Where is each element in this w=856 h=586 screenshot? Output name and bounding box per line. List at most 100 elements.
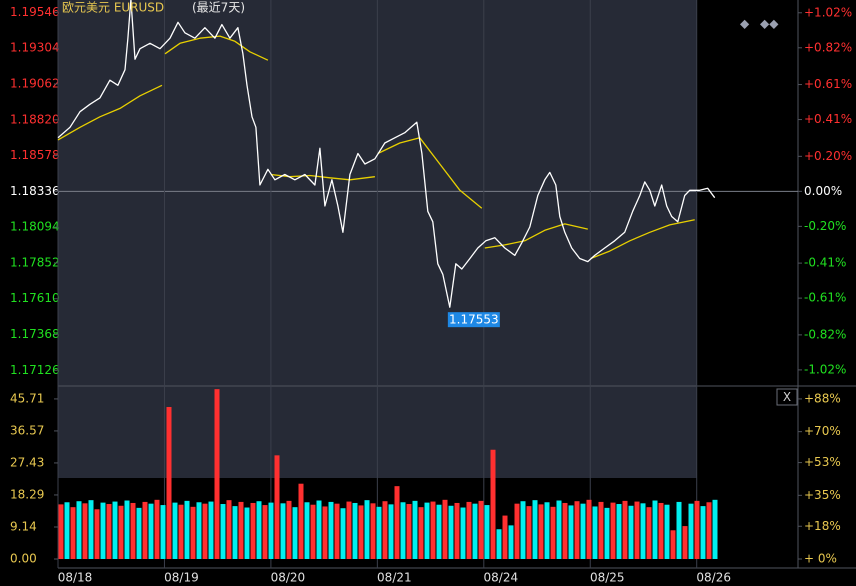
volume-bar bbox=[148, 503, 154, 559]
volume-bar bbox=[538, 504, 544, 559]
y2-tick-label: +0.41% bbox=[804, 112, 852, 126]
y-tick-label: 1.17610 bbox=[10, 291, 60, 305]
marker-icon: ◆ bbox=[740, 17, 750, 31]
volume-bar bbox=[232, 506, 238, 559]
volume-bar bbox=[226, 500, 232, 559]
volume-bar bbox=[628, 505, 634, 559]
volume-bar bbox=[508, 525, 514, 559]
volume-bar bbox=[196, 502, 202, 559]
volume-bar bbox=[124, 500, 130, 559]
volume-bar bbox=[346, 501, 352, 559]
volume-bar bbox=[274, 455, 280, 559]
x-tick-label: 08/24 bbox=[484, 571, 519, 585]
y-tick-label: 1.17368 bbox=[10, 327, 60, 341]
volume-bar bbox=[160, 505, 166, 559]
volume-bar bbox=[244, 507, 250, 559]
volume-bar bbox=[676, 501, 682, 559]
close-icon[interactable]: X bbox=[783, 390, 791, 404]
y-tick-label: 1.18820 bbox=[10, 112, 60, 126]
volume-bar bbox=[94, 509, 100, 559]
y-tick-label: 36.57 bbox=[10, 423, 44, 437]
x-tick-label: 08/18 bbox=[58, 571, 93, 585]
volume-bar bbox=[358, 505, 364, 559]
y-tick-label: 1.19546 bbox=[10, 5, 60, 19]
y2-tick-label: -0.61% bbox=[804, 291, 846, 305]
volume-bar bbox=[436, 504, 442, 559]
volume-bar bbox=[370, 503, 376, 559]
y-tick-label: 27.43 bbox=[10, 455, 44, 469]
y-tick-label: 1.17126 bbox=[10, 363, 60, 377]
volume-bar bbox=[184, 500, 190, 559]
volume-bar bbox=[472, 503, 478, 559]
volume-bar bbox=[550, 506, 556, 559]
y-tick-label: 9.14 bbox=[10, 519, 37, 533]
y2-tick-label: +35% bbox=[804, 488, 841, 502]
volume-bar bbox=[712, 499, 718, 559]
volume-bar bbox=[352, 502, 358, 559]
y2-tick-label: +88% bbox=[804, 391, 841, 405]
x-tick-label: 08/26 bbox=[696, 571, 731, 585]
y-tick-label: 45.71 bbox=[10, 391, 44, 405]
volume-bar bbox=[400, 502, 406, 559]
volume-bar bbox=[634, 501, 640, 559]
volume-bar bbox=[142, 501, 148, 559]
close-button[interactable] bbox=[776, 388, 798, 406]
y2-tick-label: +53% bbox=[804, 455, 841, 469]
volume-bar bbox=[682, 526, 688, 559]
volume-bar bbox=[262, 505, 268, 559]
x-tick-label: 08/20 bbox=[271, 571, 306, 585]
y2-tick-label: -0.82% bbox=[804, 327, 846, 341]
volume-bar bbox=[256, 501, 262, 559]
volume-bar bbox=[238, 501, 244, 559]
volume-bar bbox=[700, 506, 706, 559]
volume-bar bbox=[112, 501, 118, 559]
volume-bar bbox=[424, 502, 430, 559]
volume-bar bbox=[70, 507, 76, 559]
y2-tick-label: -0.41% bbox=[804, 256, 846, 270]
volume-bar bbox=[154, 499, 160, 559]
chart-title: 欧元美元 EURUSD bbox=[62, 1, 164, 15]
volume-bar bbox=[622, 500, 628, 559]
volume-bar bbox=[298, 483, 304, 559]
moving-average-line bbox=[57, 35, 695, 260]
volume-bar bbox=[652, 500, 658, 559]
marker-icon: ◆◆ bbox=[760, 17, 779, 31]
volume-bar bbox=[118, 505, 124, 559]
volume-bar bbox=[316, 500, 322, 559]
y-tick-label: 1.19062 bbox=[10, 77, 60, 91]
volume-bar bbox=[322, 506, 328, 559]
x-tick-label: 08/25 bbox=[590, 571, 625, 585]
volume-bar bbox=[136, 507, 142, 559]
volume-bar bbox=[562, 502, 568, 559]
volume-bar bbox=[220, 504, 226, 559]
volume-bar bbox=[208, 501, 214, 559]
volume-bar bbox=[670, 530, 676, 559]
volume-bar bbox=[100, 502, 106, 559]
volume-bar bbox=[418, 507, 424, 559]
y2-tick-label: +18% bbox=[804, 519, 841, 533]
volume-bar bbox=[706, 502, 712, 559]
layer: 1.19546 1.19304 1.19062 1.18820 1.18578 1.183… bbox=[10, 0, 852, 585]
y-tick-label: 0.00 bbox=[10, 551, 37, 565]
volume-bar bbox=[76, 501, 82, 559]
volume-bar bbox=[460, 507, 466, 559]
y-tick-label: 1.17852 bbox=[10, 255, 60, 269]
y-tick-label: 1.18336 bbox=[10, 184, 60, 198]
volume-bar bbox=[214, 389, 220, 559]
volume-bar bbox=[496, 529, 502, 559]
volume-bar bbox=[502, 515, 508, 559]
volume-bar bbox=[172, 502, 178, 559]
y2-tick-label: +1.02% bbox=[804, 5, 852, 19]
volume-bar bbox=[478, 500, 484, 559]
volume-bar bbox=[484, 505, 490, 559]
volume-bar bbox=[340, 508, 346, 559]
volume-bar bbox=[532, 500, 538, 559]
volume-bar bbox=[592, 506, 598, 559]
volume-bar bbox=[448, 505, 454, 559]
volume-bar bbox=[556, 500, 562, 559]
volume-bar bbox=[580, 503, 586, 559]
volume-bar bbox=[412, 500, 418, 559]
y2-tick-label: +70% bbox=[804, 424, 841, 438]
volume-bar bbox=[292, 507, 298, 559]
